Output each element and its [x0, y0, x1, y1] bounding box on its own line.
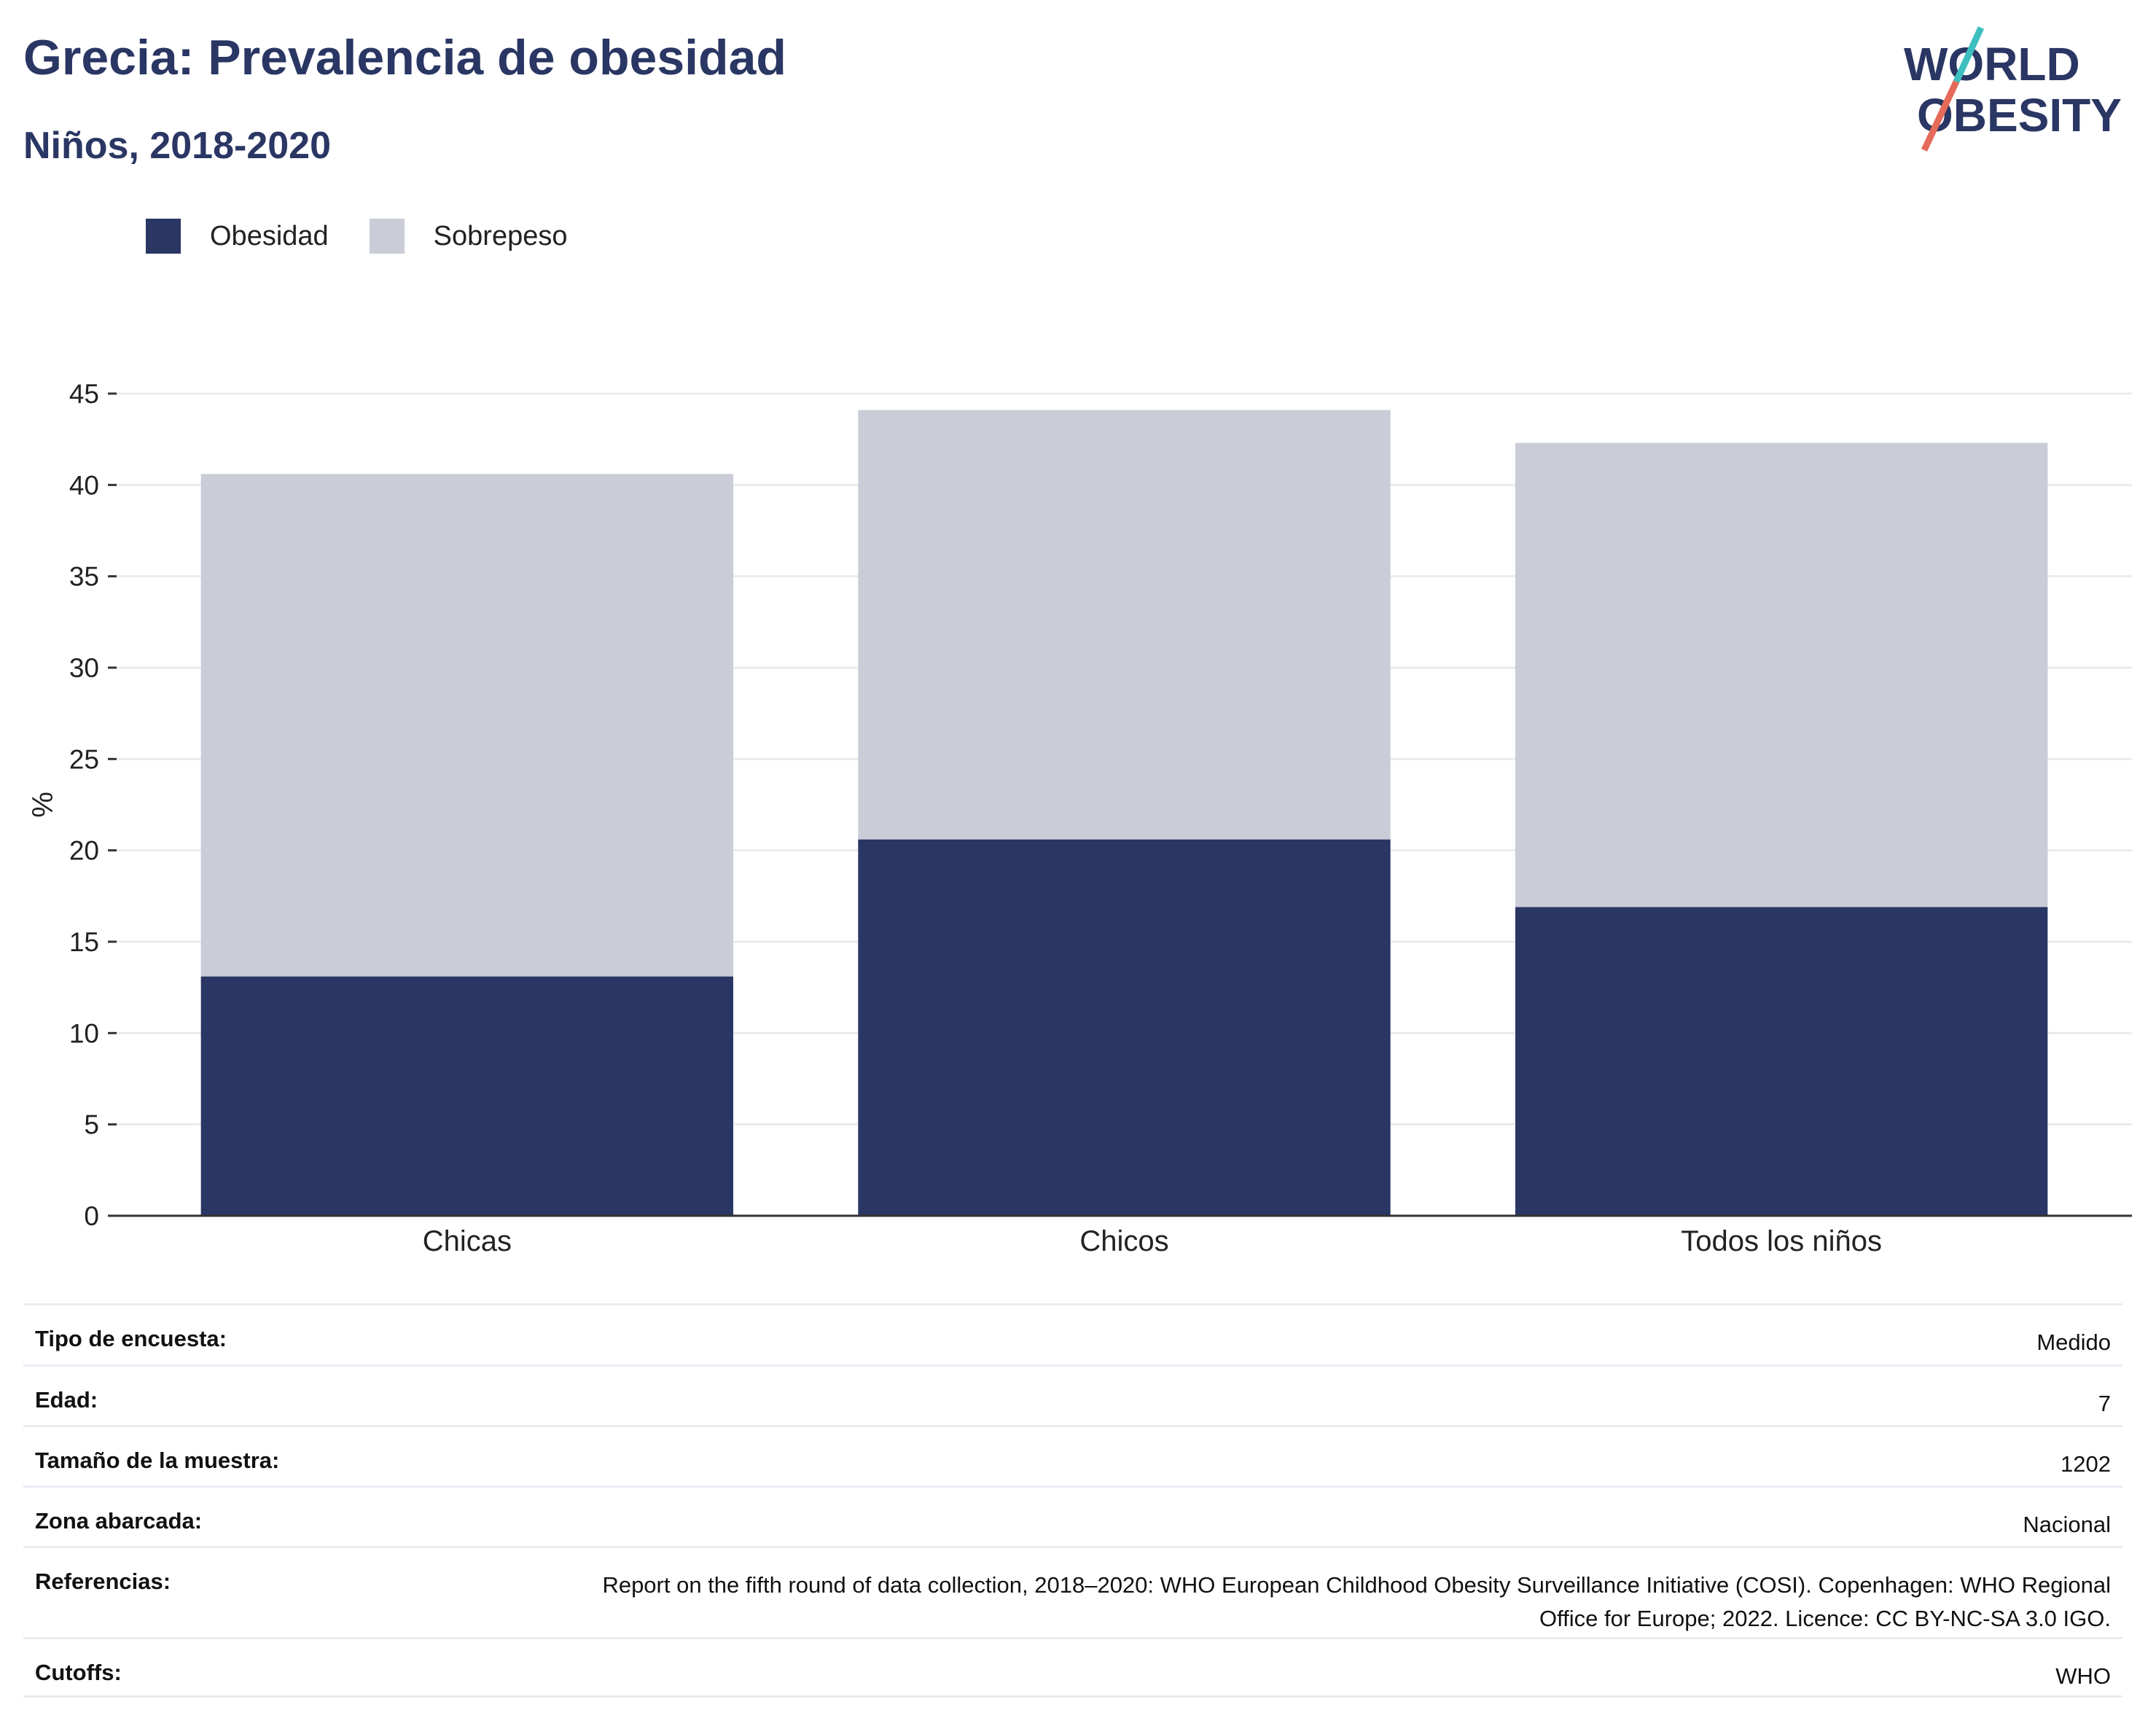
meta-label: Referencias: [35, 1569, 171, 1594]
meta-label: Tipo de encuesta: [35, 1326, 227, 1351]
meta-value: Report on the fifth round of data collec… [602, 1572, 2111, 1631]
meta-row-referencias: Referencias: Report on the fifth round o… [23, 1546, 2122, 1637]
meta-label: Edad: [35, 1387, 98, 1413]
legend-label-sobrepeso: Sobrepeso [433, 220, 568, 251]
bar-sobrepeso [1515, 442, 2048, 907]
bar-sobrepeso [200, 474, 734, 977]
logo-word-world: WORLD [1904, 38, 2080, 90]
logo-slash-teal [1953, 26, 1985, 83]
legend-item-obesidad[interactable]: Obesidad [146, 219, 329, 254]
y-axis-label: % [27, 792, 59, 818]
meta-value: 7 [2098, 1391, 2111, 1416]
logo-slash-coral [1921, 80, 1960, 152]
legend-item-sobrepeso[interactable]: Sobrepeso [369, 219, 568, 254]
y-tick-label: 35 [69, 562, 99, 592]
meta-value: Nacional [2023, 1512, 2111, 1537]
y-tick-label: 20 [69, 836, 99, 866]
chart-legend: Obesidad Sobrepeso [146, 216, 608, 257]
meta-row-tipo: Tipo de encuesta: Medido [23, 1303, 2122, 1364]
meta-value: Medido [2036, 1329, 2111, 1355]
bar-sobrepeso [858, 410, 1391, 840]
y-tick-label: 10 [69, 1018, 99, 1048]
y-tick-label: 0 [84, 1201, 99, 1231]
y-tick-label: 15 [69, 927, 99, 957]
y-tick-label: 25 [69, 744, 99, 774]
world-obesity-logo: WORLD OBESITY [1904, 26, 2122, 152]
bar-obesidad [200, 976, 734, 1216]
page-title: Grecia: Prevalencia de obesidad [23, 30, 786, 85]
legend-swatch-sobrepeso [369, 219, 405, 254]
bar-obesidad [1515, 907, 2048, 1216]
y-tick-label: 30 [69, 653, 99, 683]
meta-label: Zona abarcada: [35, 1508, 203, 1534]
legend-label-obesidad: Obesidad [210, 220, 329, 251]
meta-value: 1202 [2061, 1451, 2111, 1477]
meta-row-muestra: Tamaño de la muestra: 1202 [23, 1425, 2122, 1485]
legend-swatch-obesidad [146, 219, 181, 254]
meta-value: WHO [2055, 1663, 2111, 1689]
meta-row-zona: Zona abarcada: Nacional [23, 1485, 2122, 1546]
meta-row-cutoffs: Cutoffs: WHO [23, 1637, 2122, 1698]
survey-metadata-table: Tipo de encuesta: Medido Edad: 7 Tamaño … [23, 1303, 2122, 1698]
y-tick-label: 40 [69, 470, 99, 500]
meta-label: Tamaño de la muestra: [35, 1448, 280, 1473]
y-tick-label: 45 [69, 379, 99, 409]
meta-row-edad: Edad: 7 [23, 1364, 2122, 1425]
stacked-bar-chart: 0 5 10 15 20 25 30 35 40 45% Chicas Chicos Todos los… [27, 379, 2132, 1257]
meta-label: Cutoffs: [35, 1660, 122, 1685]
x-tick-label: Todos los niños [1681, 1225, 1882, 1257]
x-tick-label: Chicos [1079, 1225, 1168, 1257]
bar-obesidad [858, 839, 1391, 1216]
x-tick-label: Chicas [423, 1225, 512, 1257]
page-subtitle: Niños, 2018-2020 [23, 125, 332, 167]
y-tick-label: 5 [84, 1110, 99, 1140]
